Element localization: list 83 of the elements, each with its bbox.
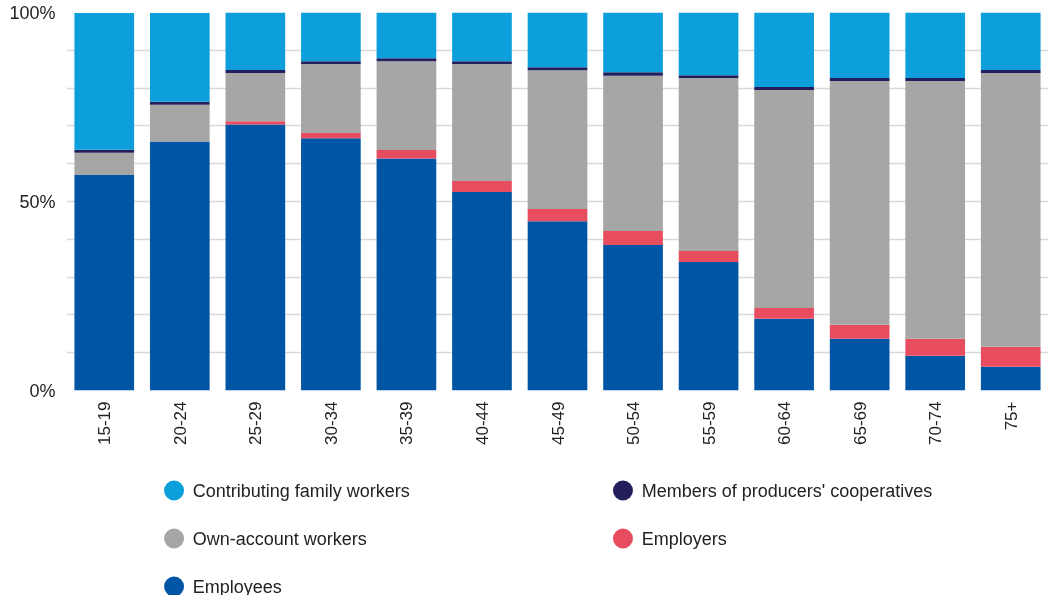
x-tick-label: 70-74 [926, 401, 946, 445]
bar [527, 67, 588, 71]
bar [376, 12, 437, 59]
bar [678, 75, 739, 78]
legend-label: Own-account workers [192, 528, 367, 549]
bar [905, 12, 966, 78]
bar [225, 69, 286, 73]
bar [225, 124, 286, 391]
y-tick-label: 100% [9, 2, 56, 23]
bar [603, 72, 663, 76]
bar [754, 89, 814, 309]
x-tick-label: 25-29 [246, 401, 266, 445]
bar [678, 261, 739, 391]
bar [452, 192, 512, 391]
x-tick-label: 15-19 [95, 401, 115, 445]
bar [149, 101, 210, 105]
bar [754, 318, 814, 391]
bar [905, 80, 966, 339]
bar [603, 75, 663, 231]
bar [754, 12, 814, 87]
bar [74, 12, 135, 150]
x-tick-label: 35-39 [397, 401, 417, 445]
bar [452, 61, 512, 64]
bar [74, 175, 135, 391]
bar [603, 244, 663, 391]
bar [980, 69, 1041, 73]
bar [980, 366, 1041, 391]
x-tick-label: 65-69 [850, 401, 870, 445]
bar [527, 209, 588, 222]
x-tick-label: 45-49 [548, 401, 568, 445]
bar [678, 251, 739, 262]
y-tick-label: 0% [29, 380, 56, 401]
bar [678, 77, 739, 252]
bar [527, 70, 588, 210]
bar [678, 12, 739, 76]
bar [301, 61, 361, 64]
bar [376, 58, 437, 62]
bar [301, 133, 361, 139]
y-tick-label: 50% [19, 191, 56, 212]
bar [754, 86, 814, 90]
legend-label: Contributing family workers [192, 480, 410, 501]
x-tick-label: 30-34 [321, 401, 341, 445]
bar [74, 152, 135, 176]
bar [452, 63, 512, 182]
bar [905, 355, 966, 391]
bar [225, 12, 286, 70]
bar [527, 221, 588, 391]
bar [905, 77, 966, 81]
bar [829, 77, 890, 81]
x-tick-label: 50-54 [624, 401, 644, 445]
bar [74, 149, 135, 153]
bar [452, 12, 512, 62]
bar [301, 63, 361, 134]
bar [829, 80, 890, 325]
bar [376, 158, 437, 391]
bar [149, 141, 210, 391]
bar [149, 12, 210, 102]
bar [829, 324, 890, 339]
bar [980, 346, 1041, 367]
x-tick-label: 40-44 [472, 401, 492, 445]
bar [829, 12, 890, 78]
legend-label: Members of producers' cooperatives [641, 480, 933, 501]
x-tick-label: 20-24 [170, 401, 190, 445]
bar [376, 150, 437, 159]
bar [603, 12, 663, 73]
bar [527, 12, 588, 68]
x-tick-label: 60-64 [775, 401, 795, 445]
bar [149, 104, 210, 142]
bar [301, 12, 361, 62]
bar [452, 181, 512, 193]
bar [225, 121, 286, 125]
x-tick-label: 75+ [1001, 401, 1021, 431]
bar [980, 12, 1041, 70]
x-tick-label: 55-59 [699, 401, 719, 445]
bar [301, 138, 361, 391]
bar [225, 72, 286, 122]
bar [905, 338, 966, 356]
bar [603, 230, 663, 245]
legend-label: Employers [641, 528, 727, 549]
bar [980, 72, 1041, 347]
bar [754, 308, 814, 319]
bar [829, 338, 890, 391]
bar [376, 61, 437, 151]
